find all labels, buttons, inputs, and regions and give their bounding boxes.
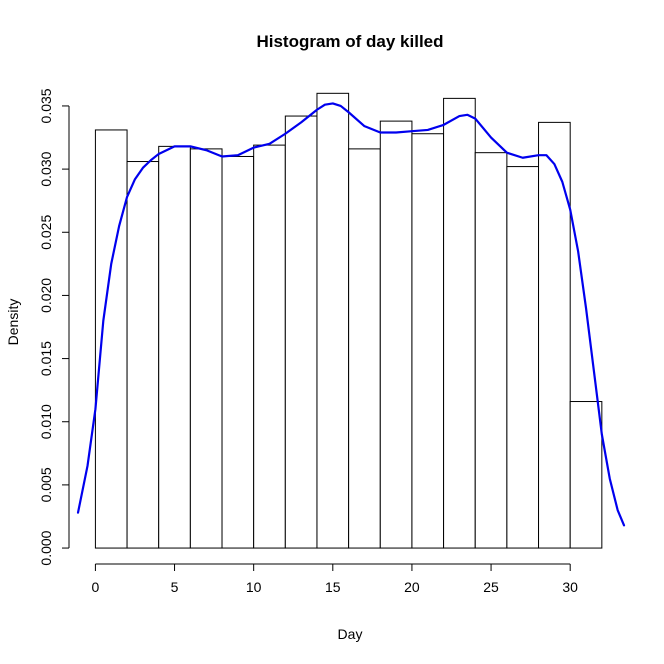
x-tick-label: 5	[171, 579, 179, 595]
y-axis-label: Density	[5, 299, 21, 346]
histogram-bar-6	[284, 115, 318, 549]
histogram-bar-0	[94, 129, 128, 549]
histogram-bar-1	[126, 161, 160, 549]
histogram-bars	[94, 92, 603, 549]
histogram-bar-15	[569, 401, 603, 549]
x-tick-label: 25	[483, 579, 499, 595]
y-tick-label: 0.035	[38, 88, 54, 123]
histogram-bar-10	[411, 133, 445, 549]
y-tick-label: 0.030	[38, 151, 54, 186]
histogram-bar-9	[379, 120, 413, 549]
x-tick-label: 10	[246, 579, 262, 595]
histogram-bar-11	[443, 97, 476, 549]
x-tick-label: 0	[92, 579, 100, 595]
histogram-bar-12	[474, 152, 508, 549]
histogram-bar-8	[348, 148, 381, 549]
histogram-bar-14	[538, 121, 571, 549]
histogram-bar-4	[221, 155, 255, 549]
y-tick-label: 0.020	[38, 278, 54, 313]
x-axis: 0 5 10 15 20 25 30	[92, 563, 578, 595]
histogram-bar-3	[189, 148, 223, 549]
histogram-bar-7	[316, 92, 350, 549]
x-tick-label: 30	[562, 579, 578, 595]
y-tick-label: 0.010	[38, 404, 54, 439]
y-tick-label: 0.005	[38, 467, 54, 502]
y-tick-label: 0.000	[38, 530, 54, 565]
histogram-bar-13	[506, 166, 540, 549]
y-tick-label: 0.025	[38, 215, 54, 250]
histogram-bar-5	[253, 144, 286, 549]
histogram-bar-2	[158, 145, 191, 549]
y-axis: 0.000 0.005 0.010 0.015 0.020 0.025 0.030 0.035	[38, 88, 70, 566]
y-tick-label: 0.015	[38, 341, 54, 376]
x-tick-label: 15	[325, 579, 341, 595]
density-curve	[76, 102, 626, 527]
chart-title: Histogram of day killed	[256, 32, 443, 51]
x-axis-label: Day	[338, 626, 363, 642]
x-tick-label: 20	[404, 579, 420, 595]
